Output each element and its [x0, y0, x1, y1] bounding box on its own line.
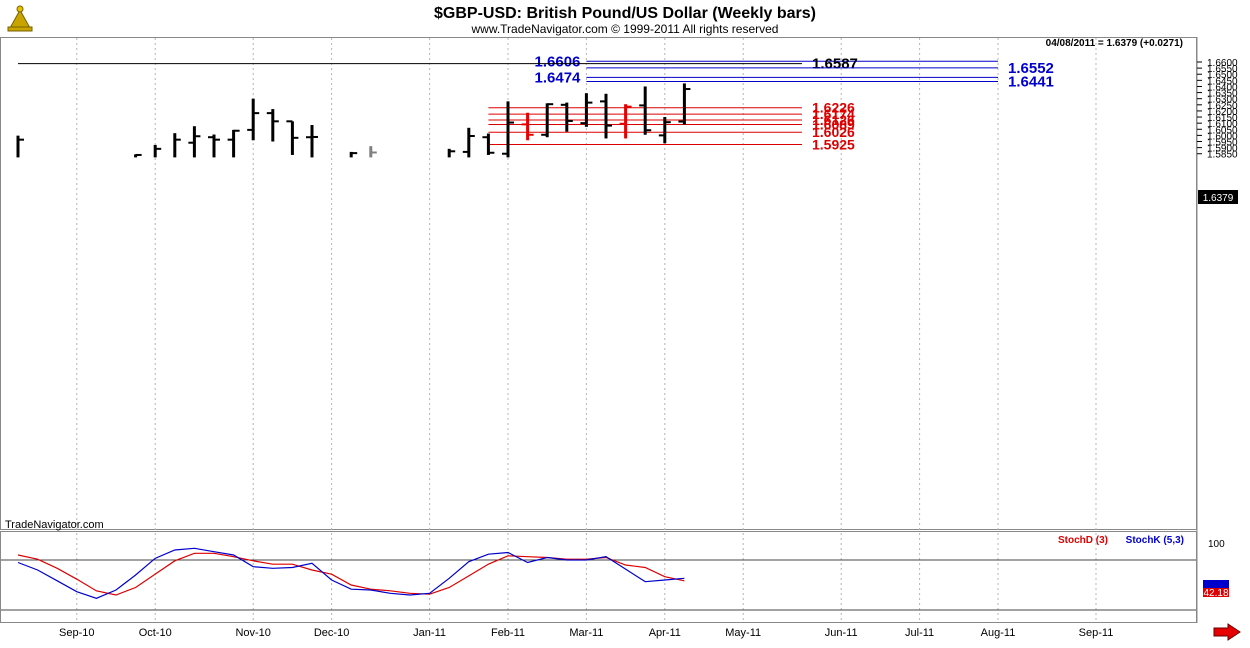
y-tick-label-0: 1.6600	[1207, 58, 1238, 69]
stoch-last-value: 42.18	[1203, 588, 1228, 599]
y-tick-label-8: 1.6200	[1207, 107, 1238, 118]
scroll-right-arrow-icon[interactable]	[1213, 623, 1241, 641]
ohlc-bar-6	[227, 129, 240, 158]
x-tick-label-6: Mar-11	[569, 627, 603, 639]
stochk-line	[17, 547, 685, 599]
x-tick-label-9: Jun-11	[825, 627, 858, 639]
y-tick-label-10: 1.6100	[1207, 119, 1238, 130]
level-label-3: 1.6474	[535, 69, 582, 86]
level-label-9: 1.6026	[812, 124, 855, 140]
y-tick-label-14: 1.5900	[1207, 144, 1238, 155]
stochastic-panel	[1, 547, 1196, 611]
stochk-tag	[1203, 580, 1229, 588]
ohlc-bar-9	[286, 120, 299, 155]
x-tick-label-12: Sep-11	[1079, 627, 1114, 639]
x-tick-label-1: Oct-10	[139, 627, 172, 639]
level-label-5: 1.6226	[812, 100, 855, 116]
x-tick-label-5: Feb-11	[491, 627, 525, 639]
ohlc-bar-18	[541, 103, 554, 138]
x-axis-labels: Sep-10 Oct-10 Nov-10 Dec-10 Jan-11 Feb-11 Mar-…	[59, 627, 1113, 639]
ohlc-bar-20	[580, 93, 593, 127]
stochd-legend: StochD (3)	[1058, 535, 1108, 546]
ohlc-bar-7	[247, 98, 260, 141]
ohlc-bar-19	[560, 102, 573, 132]
ohlc-bar-2	[153, 144, 162, 158]
level-label-2: 1.6552	[1008, 60, 1054, 77]
y-tick-label-15: 1.5850	[1207, 150, 1238, 161]
stochd-tag	[1203, 588, 1229, 597]
ohlc-bar-1	[134, 153, 142, 158]
last-price-tag	[1198, 190, 1238, 204]
x-tick-label-3: Dec-10	[314, 627, 349, 639]
grid-lines	[76, 38, 1097, 622]
ohlc-bar-17	[521, 112, 534, 141]
level-label-6: 1.6174	[812, 106, 855, 122]
y-tick-label-5: 1.6350	[1207, 89, 1238, 100]
ohlc-bar-3	[173, 133, 181, 158]
level-label-1: 1.6587	[812, 56, 858, 73]
stoch-tick-100: 100	[1208, 539, 1225, 550]
ohlc-bar-4	[188, 126, 201, 158]
y-tick-label-1: 1.6550	[1207, 64, 1238, 75]
ohlc-bar-14	[462, 127, 475, 158]
ohlc-bar-8	[266, 109, 279, 142]
level-label-7: 1.6126	[812, 112, 855, 128]
y-tick-label-11: 1.6050	[1207, 125, 1238, 136]
stochk-legend: StochK (5,3)	[1126, 535, 1184, 546]
y-tick-label-6: 1.6300	[1207, 95, 1238, 106]
trade-navigator-logo-icon	[4, 3, 38, 33]
ohlc-bar-12	[369, 146, 377, 158]
x-tick-label-11: Aug-11	[981, 627, 1016, 639]
ohlc-bar-15	[482, 133, 495, 155]
level-label-8: 1.6089	[812, 117, 855, 133]
stochd-line	[17, 552, 685, 596]
chart-subtitle: www.TradeNavigator.com © 1999-2011 All r…	[471, 22, 779, 36]
y-tick-label-4: 1.6400	[1207, 82, 1238, 93]
y-tick-label-9: 1.6150	[1207, 113, 1238, 124]
ohlc-bar-13	[447, 148, 456, 158]
level-label-4: 1.6441	[1008, 73, 1054, 90]
ohlc-bar-24	[658, 117, 671, 144]
x-tick-label-0: Sep-10	[59, 627, 94, 639]
fib-levels: 1.6606 1.6587 1.6552 1.6474 1.6441 1.62261.61…	[18, 53, 1054, 153]
x-tick-label-7: Apr-11	[649, 627, 681, 639]
y-tick-label-13: 1.5950	[1207, 138, 1238, 149]
ohlc-bar-25	[678, 83, 691, 125]
ohlc-bar-16	[502, 101, 514, 158]
last-bar-info: 04/08/2011 = 1.6379 (+0.0271)	[1046, 38, 1183, 49]
level-label-10: 1.5925	[812, 137, 855, 153]
watermark: TradeNavigator.com	[5, 519, 104, 531]
y-tick-label-12: 1.6000	[1207, 131, 1238, 142]
level-label-0: 1.6606	[535, 53, 581, 70]
ohlc-bar-0	[16, 135, 24, 158]
x-tick-label-8: May-11	[725, 627, 761, 639]
y-tick-label-7: 1.6250	[1207, 101, 1238, 112]
ohlc-bar-5	[208, 134, 220, 158]
x-tick-label-4: Jan-11	[413, 627, 446, 639]
ohlc-bar-21	[600, 93, 612, 139]
y-tick-label-3: 1.6450	[1207, 76, 1238, 87]
ohlc-bar-11	[349, 151, 358, 158]
ohlc-bar-23	[639, 86, 652, 135]
price-bars	[16, 83, 691, 158]
last-price-label: 1.6379	[1203, 193, 1234, 204]
x-tick-label-10: Jul-11	[905, 627, 934, 639]
x-tick-label-2: Nov-10	[235, 627, 270, 639]
ohlc-bar-22	[619, 104, 632, 139]
y-tick-label-2: 1.6500	[1207, 70, 1238, 81]
y-axis-labels: 1.66001.65501.65001.64501.64001.63501.63…	[1197, 58, 1238, 161]
chart-title: $GBP-USD: British Pound/US Dollar (Weekl…	[434, 5, 816, 22]
ohlc-bar-10	[306, 124, 318, 158]
